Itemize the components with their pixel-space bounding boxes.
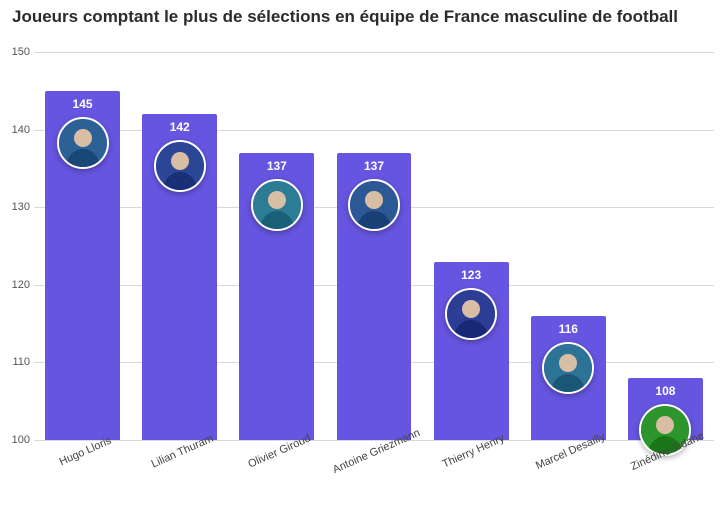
player-avatar	[57, 117, 109, 169]
bar-value-label: 116	[559, 322, 578, 336]
x-axis: Hugo LlorisLilian ThuramOlivier GiroudAn…	[34, 440, 714, 500]
y-tick-label: 100	[12, 434, 30, 446]
bar-value-label: 142	[170, 120, 190, 134]
bar: 123	[434, 262, 509, 440]
bar: 137	[337, 153, 412, 440]
y-tick-label: 120	[12, 279, 30, 291]
bar: 116	[531, 316, 606, 440]
y-axis: 100110120130140150	[0, 52, 34, 440]
plot-area: 145 142 137 137 123 116	[34, 52, 714, 440]
player-avatar	[348, 179, 400, 231]
bar-value-label: 108	[655, 384, 675, 398]
player-avatar	[445, 288, 497, 340]
gridline	[34, 130, 714, 131]
x-tick-label: Hugo Lloris	[57, 435, 113, 469]
y-tick-label: 110	[12, 356, 30, 368]
y-tick-label: 130	[12, 201, 30, 213]
y-tick-label: 150	[12, 46, 30, 58]
bar: 142	[142, 114, 217, 440]
gridline	[34, 52, 714, 53]
bar-value-label: 137	[364, 159, 384, 173]
y-tick-label: 140	[12, 124, 30, 136]
player-avatar	[251, 179, 303, 231]
chart-area: 100110120130140150 145 142 137 137 123	[0, 52, 720, 440]
chart-title: Joueurs comptant le plus de sélections e…	[12, 6, 708, 27]
player-avatar	[154, 140, 206, 192]
bar-value-label: 137	[267, 159, 287, 173]
player-avatar	[542, 342, 594, 394]
bar: 145	[45, 91, 120, 440]
bar-value-label: 123	[461, 268, 481, 282]
bar: 137	[239, 153, 314, 440]
bar-value-label: 145	[73, 97, 93, 111]
bar: 108	[628, 378, 703, 440]
